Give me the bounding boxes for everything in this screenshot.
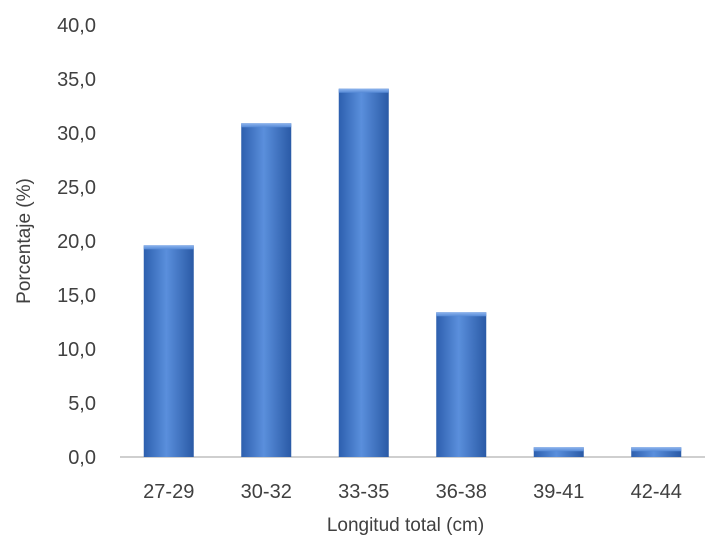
x-axis-ticks: 27-29 30-32 33-35 36-38 39-41 42-44	[143, 481, 682, 503]
y-tick-label: 5,0	[68, 393, 96, 415]
bar-body	[241, 123, 292, 457]
y-tick-label: 30,0	[57, 123, 96, 145]
bar-body	[338, 88, 389, 457]
bar-highlight	[533, 447, 584, 452]
bar	[533, 447, 584, 457]
y-axis-title: Porcentaje (%)	[14, 178, 35, 304]
y-tick-label: 35,0	[57, 69, 96, 91]
y-tick-label: 10,0	[57, 339, 96, 361]
x-tick-label: 30-32	[241, 481, 292, 503]
x-tick-label: 42-44	[631, 481, 682, 503]
bar-body	[143, 245, 194, 457]
y-tick-label: 15,0	[57, 285, 96, 307]
x-tick-label: 39-41	[533, 481, 584, 503]
x-tick-label: 36-38	[436, 481, 487, 503]
bar-body	[436, 312, 487, 457]
bars	[143, 88, 682, 457]
bar	[338, 88, 389, 457]
y-tick-label: 40,0	[57, 15, 96, 37]
y-tick-label: 0,0	[68, 447, 96, 469]
x-tick-label: 27-29	[143, 481, 194, 503]
y-tick-label: 20,0	[57, 231, 96, 253]
bar-highlight	[338, 88, 389, 93]
bar	[631, 447, 682, 457]
y-tick-label: 25,0	[57, 177, 96, 199]
y-axis-ticks: 0,0 5,0 10,0 15,0 20,0 25,0 30,0 35,0 40,0	[57, 15, 96, 469]
bar-highlight	[631, 447, 682, 452]
bar-highlight	[143, 245, 194, 250]
bar-body	[631, 447, 682, 457]
x-axis-title: Longitud total (cm)	[327, 515, 484, 535]
bar-highlight	[436, 312, 487, 317]
bar	[143, 245, 194, 457]
bar-body	[533, 447, 584, 457]
x-tick-label: 33-35	[338, 481, 389, 503]
bar-highlight	[241, 123, 292, 128]
bar	[241, 123, 292, 457]
bar	[436, 312, 487, 457]
